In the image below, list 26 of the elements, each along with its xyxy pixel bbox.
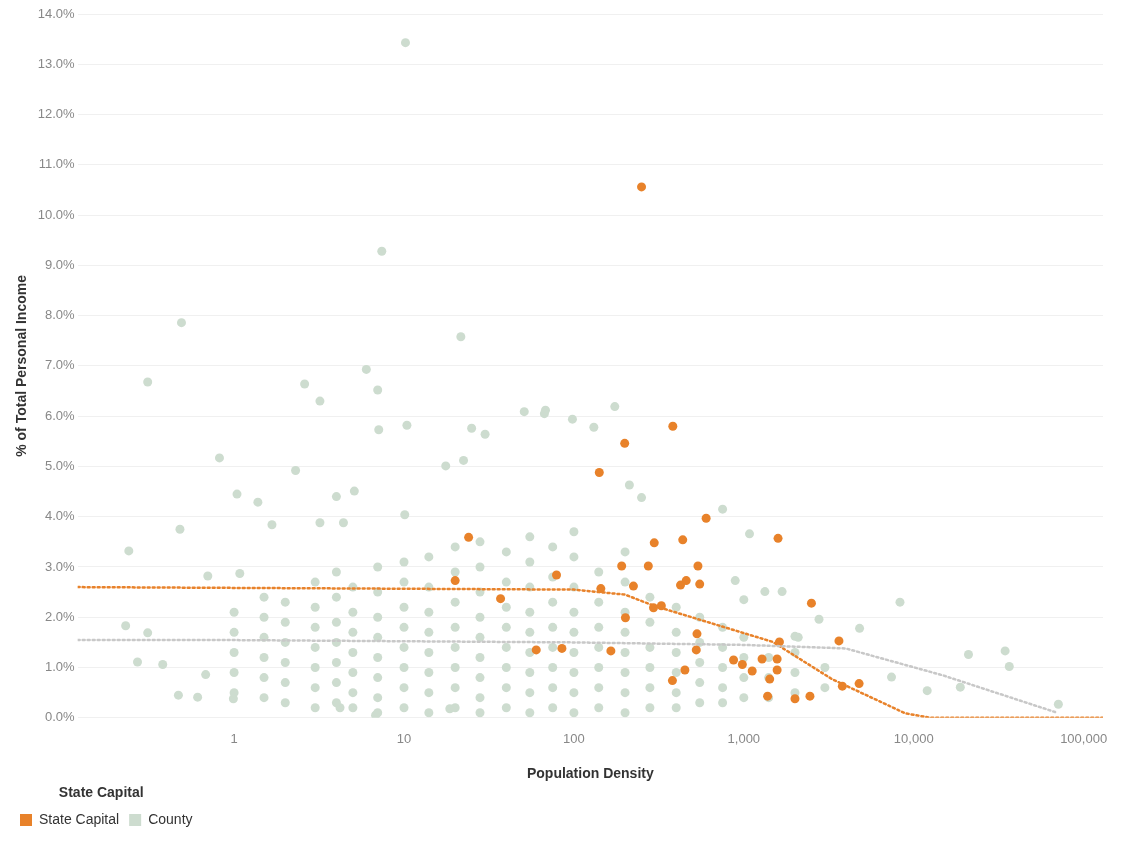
x-tick-label: 1	[230, 731, 238, 747]
y-tick-label: 6.0%	[45, 407, 76, 423]
legend-label: State Capital	[39, 810, 120, 827]
y-tick-label: 2.0%	[45, 608, 76, 624]
x-tick-label: 10	[396, 731, 412, 747]
y-tick-label: 5.0%	[45, 458, 76, 474]
y-axis-title: % of Total Personal Income	[13, 274, 30, 457]
y-tick-label: 14.0%	[37, 5, 76, 21]
y-tick-label: 3.0%	[45, 558, 76, 574]
x-tick-label: 10,000	[893, 731, 934, 747]
y-tick-label: 12.0%	[37, 106, 76, 122]
y-tick-label: 4.0%	[45, 508, 76, 524]
legend-title: State Capital	[58, 784, 144, 801]
x-tick-label: 100	[563, 731, 585, 747]
x-tick-label: 1,000	[727, 731, 761, 747]
x-axis-title: Population Density	[526, 764, 654, 781]
y-tick-label: 10.0%	[37, 206, 76, 222]
y-tick-label: 13.0%	[37, 55, 76, 71]
y-tick-label: 8.0%	[45, 307, 76, 323]
legend-label: County	[148, 810, 193, 827]
y-tick-label: 9.0%	[45, 256, 76, 272]
y-tick-label: 1.0%	[45, 659, 76, 675]
y-tick-label: 0.0%	[45, 709, 76, 725]
y-tick-label: 7.0%	[45, 357, 76, 373]
x-tick-label: 100,000	[1060, 731, 1108, 747]
y-tick-label: 11.0%	[38, 156, 76, 172]
